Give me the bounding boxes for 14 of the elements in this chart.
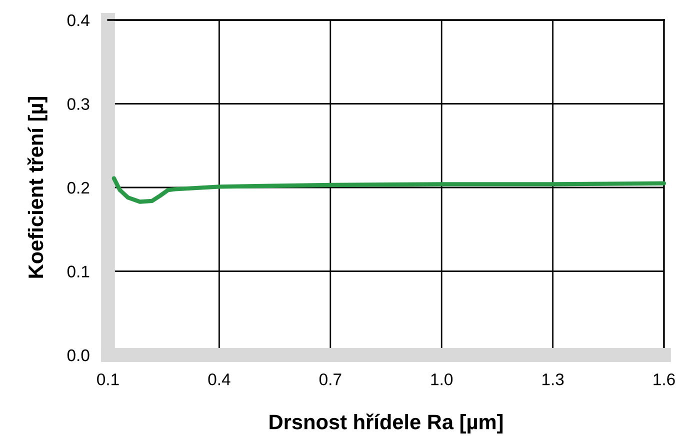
x-tick-label: 1.6 xyxy=(654,373,675,386)
x-tick-label: 1.0 xyxy=(431,373,453,386)
y-tick-label: 0.2 xyxy=(67,182,90,194)
y-tick-label: 0.4 xyxy=(67,14,90,26)
y-tick-label: 0.0 xyxy=(67,349,90,362)
line-series xyxy=(112,176,666,204)
y-tick-label: 0.3 xyxy=(67,98,90,110)
x-axis-title: Drsnost hřídele Ra [µm] xyxy=(270,414,503,434)
x-tick-label: 0.7 xyxy=(319,373,342,386)
x-tick-label: 0.4 xyxy=(208,373,230,386)
x-tick-label: 0.1 xyxy=(97,373,119,386)
y-tick-label: 0.1 xyxy=(67,266,90,278)
x-tick-label: 1.3 xyxy=(542,373,564,386)
y-axis-title: Koeficient tření [µ] xyxy=(27,97,48,278)
